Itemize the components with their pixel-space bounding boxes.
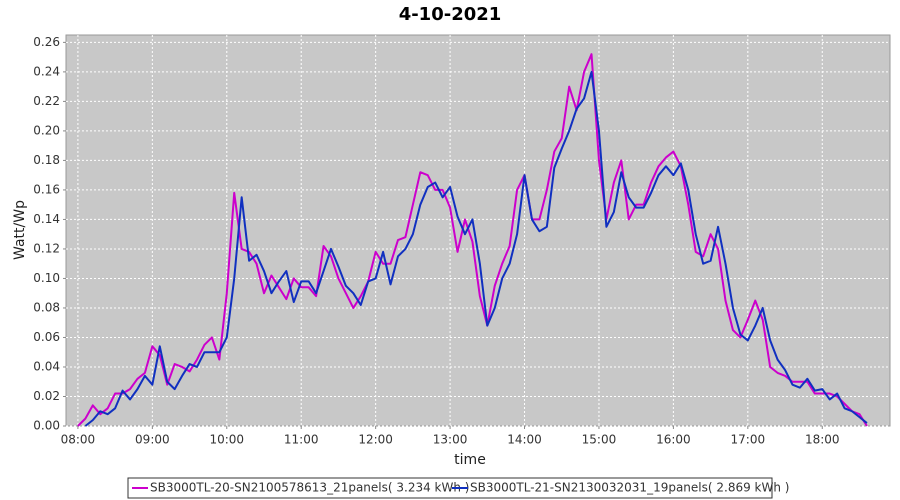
series-line bbox=[84, 70, 868, 427]
y-tick-label: 0.26 bbox=[33, 35, 60, 49]
x-tick-label: 14:00 bbox=[507, 433, 542, 447]
legend bbox=[127, 477, 773, 499]
y-axis-title: Watt/Wp bbox=[12, 200, 28, 260]
y-tick-label: 0.08 bbox=[33, 300, 60, 314]
x-tick-label: 08:00 bbox=[61, 433, 96, 447]
y-tick-label: 0.18 bbox=[33, 153, 60, 167]
y-tick-label: 0.14 bbox=[33, 212, 60, 226]
plot-area bbox=[65, 34, 891, 427]
y-tick-label: 0.10 bbox=[33, 271, 60, 285]
y-tick-label: 0.04 bbox=[33, 359, 60, 373]
x-axis-title: time bbox=[454, 452, 486, 468]
x-tick-label: 09:00 bbox=[135, 433, 170, 447]
legend-label: SB3000TL-20-SN2100578613_21panels( 3.234… bbox=[150, 481, 469, 495]
x-tick-label: 10:00 bbox=[209, 433, 244, 447]
x-tick-label: 17:00 bbox=[731, 433, 766, 447]
x-tick-label: 16:00 bbox=[656, 433, 691, 447]
x-tick-label: 18:00 bbox=[805, 433, 840, 447]
y-tick-label: 0.22 bbox=[33, 94, 60, 108]
x-tick-label: 12:00 bbox=[358, 433, 393, 447]
y-tick-label: 0.20 bbox=[33, 123, 60, 137]
legend-label: SB3000TL-21-SN2130032031_19panels( 2.869… bbox=[470, 481, 789, 495]
y-tick-label: 0.24 bbox=[33, 64, 60, 78]
x-tick-label: 13:00 bbox=[433, 433, 468, 447]
y-tick-label: 0.16 bbox=[33, 182, 60, 196]
x-tick-label: 15:00 bbox=[582, 433, 617, 447]
y-tick-label: 0.00 bbox=[33, 419, 60, 433]
y-tick-label: 0.06 bbox=[33, 330, 60, 344]
chart-title: 4-10-2021 bbox=[399, 4, 502, 25]
y-tick-label: 0.02 bbox=[33, 389, 60, 403]
y-tick-label: 0.12 bbox=[33, 241, 60, 255]
x-tick-label: 11:00 bbox=[284, 433, 319, 447]
series-line bbox=[77, 53, 868, 427]
